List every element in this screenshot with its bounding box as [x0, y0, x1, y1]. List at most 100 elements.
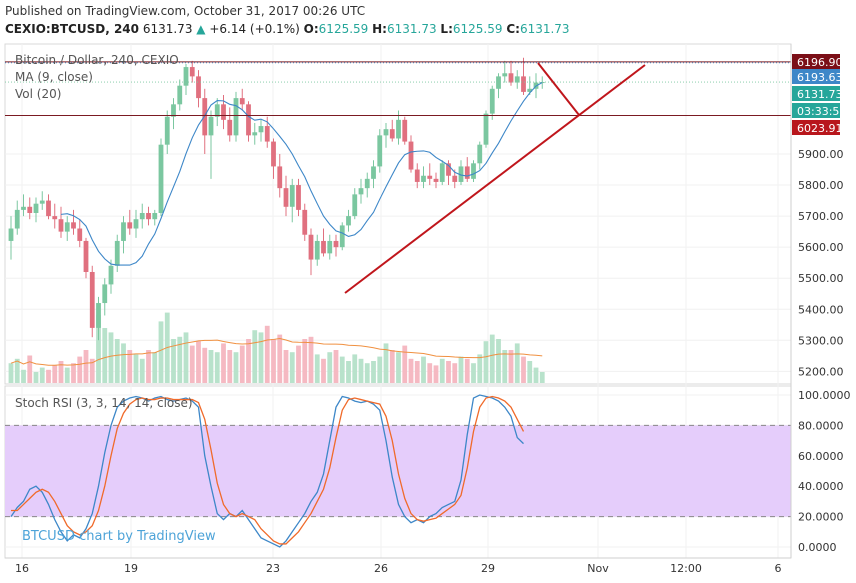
- candle[interactable]: [296, 178, 301, 217]
- candle[interactable]: [46, 194, 51, 220]
- candle[interactable]: [421, 166, 426, 189]
- candle[interactable]: [464, 157, 470, 182]
- candle[interactable]: [371, 160, 376, 189]
- candle[interactable]: [383, 122, 389, 148]
- candle[interactable]: [314, 234, 320, 266]
- candle[interactable]: [246, 101, 251, 142]
- candle[interactable]: [96, 296, 101, 341]
- candle[interactable]: [121, 216, 126, 254]
- candle[interactable]: [233, 91, 239, 142]
- candle[interactable]: [33, 197, 39, 223]
- candle-body: [439, 163, 445, 182]
- candle[interactable]: [289, 178, 295, 223]
- candle[interactable]: [183, 63, 189, 96]
- candle[interactable]: [258, 119, 264, 142]
- candle[interactable]: [527, 76, 533, 96]
- candle[interactable]: [352, 188, 358, 220]
- candle[interactable]: [214, 98, 220, 127]
- volume-bar: [296, 345, 301, 383]
- candle[interactable]: [252, 122, 258, 145]
- volume-bar: [33, 372, 39, 383]
- candle-body: [152, 212, 158, 220]
- candle[interactable]: [471, 160, 476, 182]
- candle[interactable]: [271, 138, 276, 179]
- candle[interactable]: [83, 237, 89, 279]
- candle[interactable]: [139, 203, 145, 229]
- candle[interactable]: [496, 73, 501, 99]
- candle[interactable]: [58, 206, 64, 238]
- price-axis[interactable]: 5900.00 5800.00 5700.00 5600.00 5500.00 5400.…: [790, 44, 844, 558]
- candle[interactable]: [164, 110, 170, 154]
- legend-title: Bitcoin / Dollar, 240, CEXIO: [15, 53, 179, 67]
- candle[interactable]: [39, 191, 45, 210]
- candle[interactable]: [152, 209, 158, 226]
- volume-bar: [408, 358, 414, 383]
- candle[interactable]: [127, 209, 133, 235]
- horizontal-levels[interactable]: [5, 61, 791, 117]
- candle[interactable]: [208, 110, 214, 179]
- candle[interactable]: [408, 135, 414, 173]
- candle[interactable]: [427, 163, 433, 186]
- candle[interactable]: [308, 228, 314, 276]
- time-axis[interactable]: 16 19 23 26 29 Nov 12:00 6: [5, 557, 791, 575]
- candle[interactable]: [414, 163, 420, 189]
- candle[interactable]: [364, 172, 370, 198]
- candle[interactable]: [396, 110, 401, 145]
- candle[interactable]: [377, 129, 383, 173]
- trendlines[interactable]: [344, 62, 646, 294]
- candle[interactable]: [64, 216, 70, 241]
- candle[interactable]: [158, 138, 164, 217]
- candle[interactable]: [21, 194, 26, 217]
- candle[interactable]: [108, 259, 114, 294]
- candle[interactable]: [389, 119, 395, 142]
- candle[interactable]: [502, 60, 508, 83]
- candle-body: [139, 212, 145, 220]
- candle[interactable]: [483, 110, 489, 148]
- candle[interactable]: [27, 197, 33, 220]
- candle[interactable]: [71, 209, 76, 235]
- candle[interactable]: [339, 222, 345, 251]
- descending-trendline[interactable]: [537, 62, 580, 116]
- candle[interactable]: [189, 60, 195, 83]
- volume-bar: [333, 350, 339, 383]
- candle[interactable]: [171, 98, 176, 130]
- candle[interactable]: [77, 219, 83, 248]
- candle[interactable]: [439, 160, 445, 186]
- candle[interactable]: [458, 160, 464, 186]
- candle-body: [458, 166, 464, 182]
- candle[interactable]: [239, 88, 245, 111]
- candle[interactable]: [477, 141, 483, 170]
- candle[interactable]: [321, 228, 326, 257]
- candle[interactable]: [333, 234, 339, 257]
- candle[interactable]: [8, 216, 14, 260]
- candle[interactable]: [227, 107, 233, 142]
- candle[interactable]: [146, 206, 151, 226]
- candle[interactable]: [196, 70, 201, 108]
- candle[interactable]: [89, 265, 95, 338]
- candle[interactable]: [102, 278, 108, 316]
- candle[interactable]: [14, 200, 20, 235]
- candle[interactable]: [346, 209, 351, 232]
- candle[interactable]: [402, 116, 408, 145]
- candle[interactable]: [114, 234, 120, 272]
- candle[interactable]: [514, 70, 520, 89]
- main-pane[interactable]: [4, 43, 792, 385]
- candle[interactable]: [358, 178, 364, 204]
- candle[interactable]: [177, 79, 183, 111]
- candle[interactable]: [202, 88, 208, 154]
- candle[interactable]: [133, 209, 139, 238]
- candle[interactable]: [302, 203, 308, 241]
- candle-body: [202, 98, 208, 136]
- candle[interactable]: [277, 154, 283, 198]
- candle[interactable]: [283, 175, 289, 217]
- candle[interactable]: [508, 60, 514, 86]
- candle[interactable]: [433, 172, 439, 189]
- ascending-trendline[interactable]: [344, 64, 646, 294]
- candle[interactable]: [521, 57, 526, 96]
- candle[interactable]: [52, 203, 58, 229]
- stoch-axis[interactable]: 100.0000 80.0000 60.0000 40.0000 20.0000 0.00…: [798, 389, 851, 554]
- candle[interactable]: [327, 234, 333, 260]
- candle[interactable]: [446, 160, 451, 186]
- candle[interactable]: [489, 85, 495, 120]
